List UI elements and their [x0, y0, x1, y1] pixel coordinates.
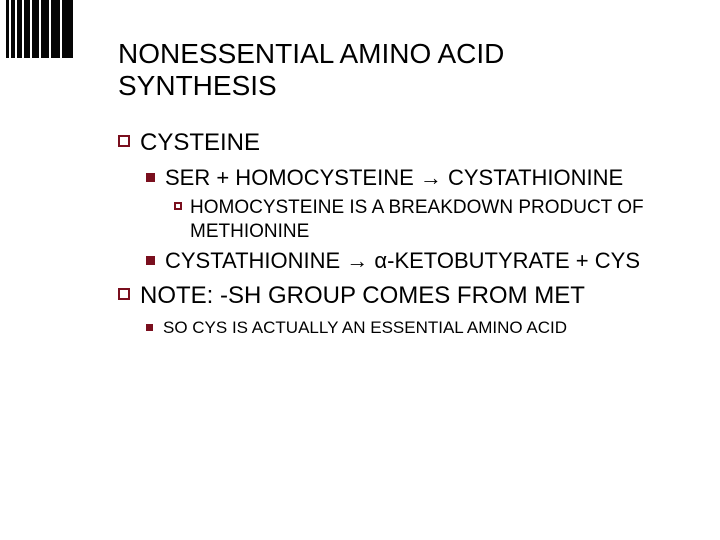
square-open-bullet-icon [118, 288, 130, 300]
lvl1-item-cysteine: CYSTEINE [140, 128, 260, 158]
deco-bar [41, 0, 49, 58]
outline-list: CYSTEINE SER + HOMOCYSTEINE → CYSTATHION… [118, 128, 680, 339]
deco-bar [32, 0, 39, 58]
deco-bar [51, 0, 60, 58]
title-line1: NONESSENTIAL AMINO ACID [118, 38, 504, 69]
deco-bar [17, 0, 22, 58]
title-line2: SYNTHESIS [118, 70, 277, 101]
slide-content: NONESSENTIAL AMINO ACID SYNTHESIS CYSTEI… [118, 38, 680, 345]
lvl2-reaction1: SER + HOMOCYSTEINE → CYSTATHIONINE [165, 164, 623, 192]
lvl3-reaction1-note: HOMOCYSTEINE IS A BREAKDOWN PRODUCT OF M… [190, 196, 680, 244]
square-open-bullet-icon [118, 135, 130, 147]
deco-bar [24, 0, 30, 58]
square-open-bullet-icon [174, 202, 182, 210]
corner-decoration [0, 0, 80, 80]
lvl2-note-sub: SO CYS IS ACTUALLY AN ESSENTIAL AMINO AC… [163, 317, 567, 339]
square-solid-bullet-icon [146, 324, 153, 331]
deco-bar [62, 0, 73, 58]
square-solid-bullet-icon [146, 173, 155, 182]
lvl1-note: NOTE: -SH GROUP COMES FROM MET [140, 281, 585, 311]
deco-bar [6, 0, 9, 58]
lvl2-reaction2: CYSTATHIONINE → α-KETOBUTYRATE + CYS [165, 247, 640, 275]
deco-bar [11, 0, 15, 58]
square-solid-bullet-icon [146, 256, 155, 265]
slide-title: NONESSENTIAL AMINO ACID SYNTHESIS [118, 38, 680, 102]
